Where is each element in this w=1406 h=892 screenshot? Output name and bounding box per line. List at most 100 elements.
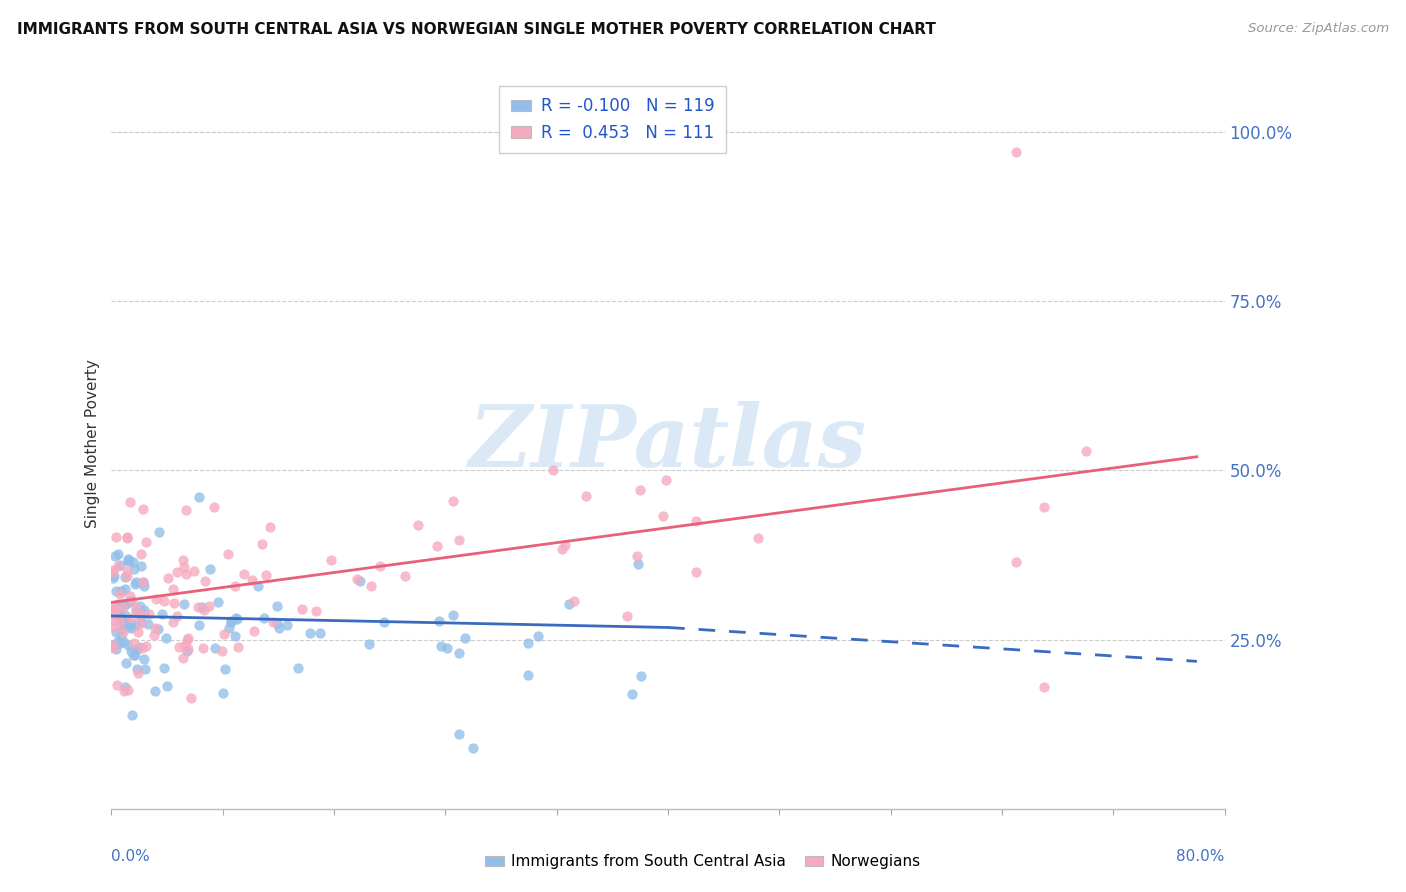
Point <box>127 625 149 640</box>
Legend: Immigrants from South Central Asia, Norwegians: Immigrants from South Central Asia, Norw… <box>479 848 927 875</box>
Point <box>628 483 651 497</box>
Point <box>250 537 273 551</box>
Point <box>117 531 139 545</box>
Point <box>105 530 128 544</box>
Point <box>121 648 143 662</box>
Point <box>449 533 471 547</box>
Point <box>101 607 124 621</box>
Point <box>156 571 179 585</box>
Point <box>162 596 184 610</box>
Point <box>541 462 564 476</box>
Point <box>262 615 284 630</box>
Point <box>198 599 221 613</box>
Point <box>111 597 134 611</box>
Point <box>110 614 132 628</box>
Point <box>104 549 127 563</box>
Point <box>107 547 129 561</box>
Point <box>463 741 485 756</box>
Point <box>107 634 129 648</box>
Point <box>129 599 152 614</box>
Point <box>127 666 149 681</box>
Point <box>128 640 150 654</box>
Point <box>104 584 127 599</box>
Point <box>135 535 157 549</box>
Point <box>254 568 277 582</box>
Point <box>101 638 124 652</box>
Point <box>138 607 160 622</box>
Point <box>162 615 184 629</box>
Point <box>616 609 638 624</box>
Point <box>124 577 146 591</box>
Point <box>177 631 200 645</box>
Point <box>298 626 321 640</box>
Point <box>174 567 197 582</box>
Point <box>1032 500 1054 514</box>
Point <box>176 632 198 647</box>
Point <box>115 530 138 544</box>
Point <box>115 564 138 578</box>
Point <box>108 613 131 627</box>
Point <box>627 557 650 571</box>
Point <box>252 611 274 625</box>
Point <box>193 603 215 617</box>
Point <box>114 597 136 611</box>
Point <box>124 601 146 615</box>
Point <box>101 563 124 577</box>
Point <box>111 625 134 640</box>
Text: 80.0%: 80.0% <box>1177 849 1225 864</box>
Point <box>114 597 136 611</box>
Point <box>526 629 548 643</box>
Point <box>211 644 233 658</box>
Point <box>394 569 416 583</box>
Point <box>427 614 450 628</box>
Point <box>103 639 125 653</box>
Point <box>103 569 125 583</box>
Point <box>173 639 195 653</box>
Point <box>112 618 135 632</box>
Point <box>360 579 382 593</box>
Point <box>101 602 124 616</box>
Y-axis label: Single Mother Poverty: Single Mother Poverty <box>86 359 100 528</box>
Point <box>148 524 170 539</box>
Point <box>266 599 288 613</box>
Point <box>1005 555 1028 569</box>
Point <box>173 560 195 574</box>
Point <box>105 605 128 619</box>
Point <box>112 683 135 698</box>
Point <box>441 493 464 508</box>
Point <box>224 579 246 593</box>
Point <box>117 553 139 567</box>
Point <box>630 669 652 683</box>
Point <box>150 607 173 621</box>
Point <box>188 618 211 632</box>
Point <box>517 636 540 650</box>
Point <box>219 614 242 628</box>
Point <box>114 681 136 695</box>
Point <box>108 636 131 650</box>
Point <box>110 615 132 630</box>
Point <box>117 552 139 566</box>
Point <box>430 639 453 653</box>
Point <box>747 531 769 545</box>
Point <box>551 541 574 556</box>
Point <box>135 639 157 653</box>
Point <box>101 638 124 652</box>
Point <box>155 631 177 645</box>
Point <box>121 708 143 723</box>
Point <box>187 600 209 615</box>
Point <box>242 624 264 638</box>
Point <box>146 622 169 636</box>
Point <box>558 598 581 612</box>
Point <box>101 571 124 585</box>
Point <box>177 642 200 657</box>
Point <box>117 638 139 652</box>
Point <box>103 640 125 655</box>
Point <box>166 566 188 580</box>
Point <box>132 579 155 593</box>
Point <box>449 727 471 741</box>
Point <box>441 607 464 622</box>
Point <box>105 678 128 692</box>
Point <box>112 634 135 648</box>
Point <box>188 491 211 505</box>
Point <box>655 474 678 488</box>
